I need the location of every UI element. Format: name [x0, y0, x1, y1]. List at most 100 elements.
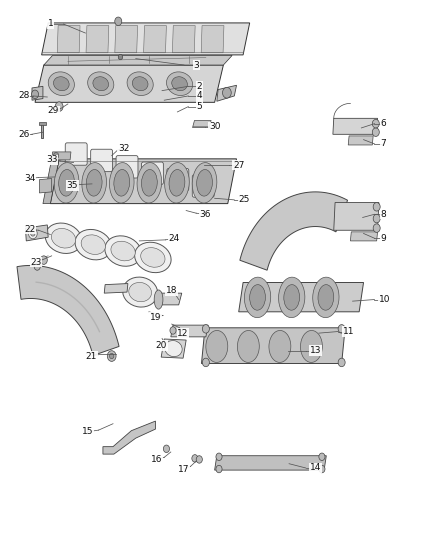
- Ellipse shape: [88, 72, 114, 95]
- Polygon shape: [57, 26, 80, 53]
- Text: 33: 33: [46, 156, 57, 164]
- Ellipse shape: [154, 290, 163, 309]
- Circle shape: [32, 90, 39, 99]
- Ellipse shape: [59, 169, 74, 196]
- Polygon shape: [348, 136, 373, 145]
- Circle shape: [372, 119, 379, 128]
- Circle shape: [53, 152, 59, 159]
- Ellipse shape: [75, 229, 112, 260]
- Ellipse shape: [93, 77, 109, 91]
- Text: 7: 7: [380, 140, 386, 148]
- Ellipse shape: [137, 163, 162, 203]
- Ellipse shape: [51, 229, 76, 248]
- Ellipse shape: [53, 77, 69, 91]
- Polygon shape: [103, 421, 155, 454]
- Circle shape: [372, 128, 379, 136]
- Polygon shape: [173, 26, 195, 53]
- Ellipse shape: [110, 163, 134, 203]
- Circle shape: [163, 445, 170, 453]
- Polygon shape: [50, 159, 237, 204]
- FancyBboxPatch shape: [192, 175, 214, 197]
- Ellipse shape: [206, 330, 228, 362]
- Ellipse shape: [192, 163, 217, 203]
- FancyBboxPatch shape: [65, 143, 87, 165]
- Ellipse shape: [244, 277, 271, 318]
- Text: 23: 23: [30, 258, 42, 266]
- Ellipse shape: [105, 236, 141, 266]
- Circle shape: [28, 228, 37, 239]
- Ellipse shape: [165, 341, 182, 357]
- Text: 34: 34: [24, 174, 35, 183]
- Text: 25: 25: [239, 196, 250, 204]
- Circle shape: [216, 453, 222, 461]
- Text: 11: 11: [343, 327, 354, 336]
- Text: 13: 13: [310, 346, 321, 355]
- Text: 12: 12: [177, 329, 189, 337]
- Ellipse shape: [81, 235, 106, 254]
- Polygon shape: [201, 328, 345, 364]
- Ellipse shape: [86, 169, 102, 196]
- Polygon shape: [161, 339, 186, 358]
- Circle shape: [31, 231, 35, 236]
- Ellipse shape: [45, 223, 82, 254]
- Polygon shape: [35, 65, 223, 102]
- Ellipse shape: [250, 285, 265, 310]
- FancyBboxPatch shape: [116, 156, 138, 178]
- Ellipse shape: [165, 163, 189, 203]
- Text: 30: 30: [209, 123, 220, 131]
- Circle shape: [216, 465, 222, 473]
- Polygon shape: [25, 225, 48, 241]
- Text: 15: 15: [82, 427, 93, 436]
- Polygon shape: [144, 26, 166, 53]
- Circle shape: [118, 54, 123, 60]
- Circle shape: [223, 87, 231, 98]
- Polygon shape: [333, 118, 378, 134]
- Ellipse shape: [82, 163, 106, 203]
- Polygon shape: [239, 282, 364, 312]
- Polygon shape: [52, 152, 71, 160]
- Polygon shape: [240, 192, 348, 270]
- Text: 1: 1: [47, 20, 53, 28]
- Text: 8: 8: [380, 210, 386, 219]
- Polygon shape: [39, 179, 52, 193]
- FancyBboxPatch shape: [167, 168, 189, 191]
- Ellipse shape: [141, 169, 157, 196]
- Circle shape: [115, 17, 122, 26]
- Polygon shape: [334, 203, 379, 230]
- Circle shape: [202, 325, 209, 333]
- Polygon shape: [17, 265, 119, 356]
- Ellipse shape: [318, 285, 334, 310]
- Text: 4: 4: [197, 92, 202, 100]
- Ellipse shape: [129, 282, 152, 302]
- Circle shape: [338, 325, 345, 333]
- Polygon shape: [171, 325, 208, 337]
- Ellipse shape: [114, 169, 130, 196]
- Polygon shape: [157, 293, 182, 305]
- Bar: [39, 122, 46, 125]
- Ellipse shape: [197, 169, 212, 196]
- Ellipse shape: [269, 330, 291, 362]
- Bar: [41, 123, 43, 138]
- Text: 26: 26: [18, 130, 30, 139]
- Circle shape: [196, 456, 202, 463]
- Circle shape: [40, 256, 47, 264]
- Ellipse shape: [279, 277, 305, 318]
- Text: 35: 35: [67, 181, 78, 190]
- Ellipse shape: [111, 241, 135, 261]
- Ellipse shape: [48, 72, 74, 95]
- Circle shape: [107, 351, 116, 361]
- Polygon shape: [193, 120, 211, 127]
- Ellipse shape: [166, 72, 193, 95]
- Ellipse shape: [132, 77, 148, 91]
- Circle shape: [319, 465, 325, 473]
- Circle shape: [373, 224, 380, 232]
- Polygon shape: [215, 456, 326, 470]
- FancyBboxPatch shape: [91, 149, 113, 172]
- Ellipse shape: [141, 248, 165, 267]
- Ellipse shape: [127, 72, 153, 95]
- Text: 36: 36: [199, 210, 211, 219]
- Text: 3: 3: [193, 61, 199, 69]
- Circle shape: [338, 358, 345, 367]
- Polygon shape: [44, 55, 232, 65]
- Text: 16: 16: [151, 455, 162, 464]
